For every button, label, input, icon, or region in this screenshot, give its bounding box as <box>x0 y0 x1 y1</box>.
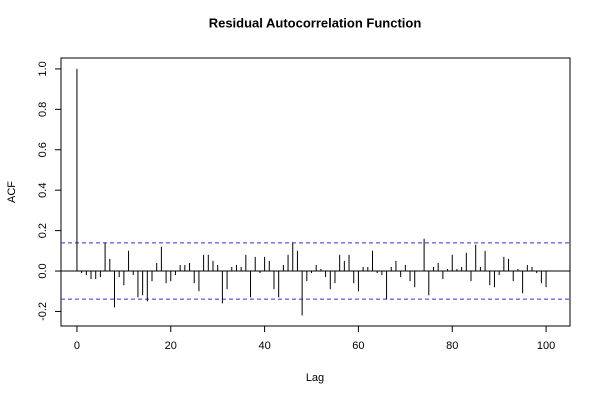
y-tick-label: -0.2 <box>37 302 49 321</box>
y-tick-label: 0.0 <box>37 263 49 278</box>
x-tick-label: 60 <box>352 340 364 352</box>
x-tick-label: 80 <box>446 340 458 352</box>
chart-title: Residual Autocorrelation Function <box>209 15 422 30</box>
x-tick-label: 100 <box>537 340 555 352</box>
y-tick-label: 0.2 <box>37 223 49 238</box>
y-tick-label: 0.4 <box>37 183 49 198</box>
x-axis-label: Lag <box>306 372 324 384</box>
x-tick-label: 40 <box>258 340 270 352</box>
x-tick-label: 0 <box>74 340 80 352</box>
y-tick-label: 0.6 <box>37 142 49 157</box>
plot-frame <box>60 57 571 327</box>
x-tick-label: 20 <box>165 340 177 352</box>
y-tick-label: 1.0 <box>37 61 49 76</box>
y-axis-label: ACF <box>6 181 18 203</box>
y-tick-label: 0.8 <box>37 102 49 117</box>
